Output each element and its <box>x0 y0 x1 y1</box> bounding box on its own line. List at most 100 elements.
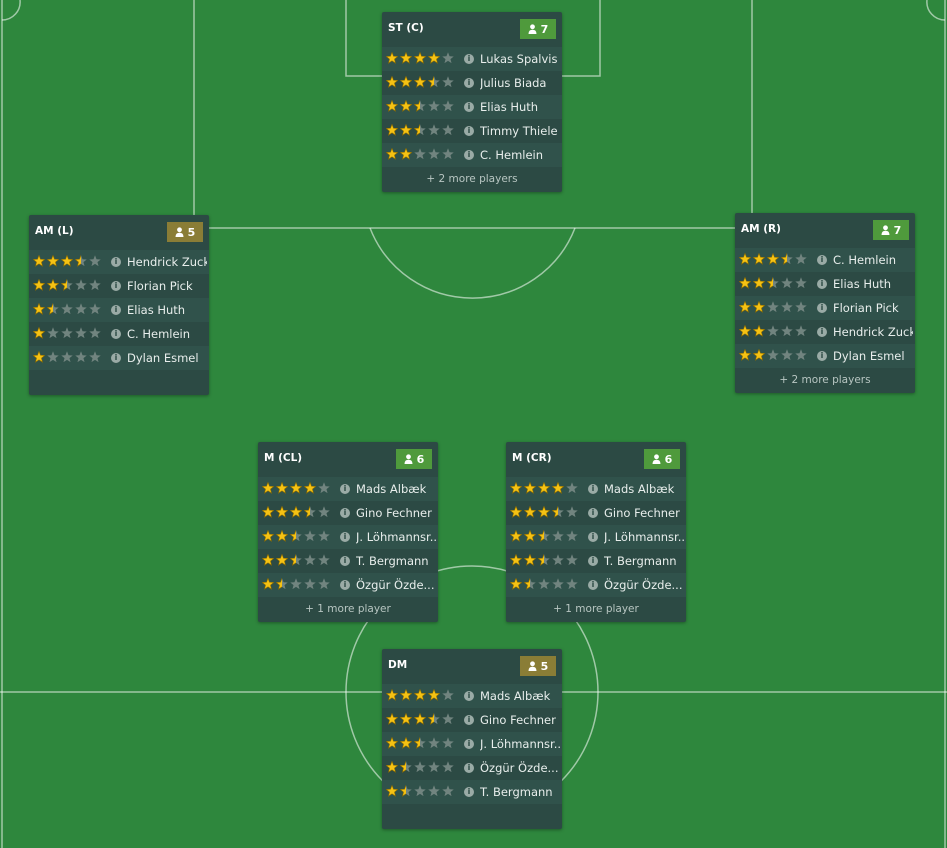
player-row[interactable]: i Hendrick Zuck <box>735 320 915 344</box>
player-name: Gino Fechner <box>604 506 680 520</box>
player-row[interactable]: i J. Löhmannsr... <box>382 732 562 756</box>
star-rating <box>386 785 454 797</box>
star-filled <box>386 52 398 64</box>
star <box>781 349 793 361</box>
position-panel[interactable]: M (CL) 6 i Mads Albæk i Gino Fechner i J. Löhma… <box>258 442 438 622</box>
star-rating <box>33 279 101 291</box>
star <box>428 52 440 64</box>
star <box>538 530 550 542</box>
player-row[interactable]: i Mads Albæk <box>506 477 686 501</box>
player-row[interactable]: i C. Hemlein <box>735 248 915 272</box>
info-icon: i <box>340 580 350 590</box>
star-rating <box>510 482 578 494</box>
player-row[interactable]: i Hendrick Zuck <box>29 250 209 274</box>
star <box>566 506 578 518</box>
star <box>414 52 426 64</box>
info-icon: i <box>111 281 121 291</box>
star-rating <box>386 713 454 725</box>
player-row[interactable]: i T. Bergmann <box>506 549 686 573</box>
player-row[interactable]: i Timmy Thiele <box>382 119 562 143</box>
position-panel[interactable]: ST (C) 7 i Lukas Spalvis i Julius Biada i Elias… <box>382 12 562 192</box>
player-row[interactable]: i J. Löhmannsr... <box>506 525 686 549</box>
player-row[interactable]: i Dylan Esmel <box>735 344 915 368</box>
star-empty <box>442 100 454 112</box>
player-row[interactable]: i Özgür Özde... <box>382 756 562 780</box>
star <box>386 713 398 725</box>
star-filled <box>524 578 530 590</box>
star-rating <box>739 253 807 265</box>
star-filled <box>524 530 536 542</box>
info-icon: i <box>464 715 474 725</box>
star-filled <box>414 76 426 88</box>
star <box>442 76 454 88</box>
star <box>386 785 398 797</box>
player-row[interactable]: i Mads Albæk <box>258 477 438 501</box>
star <box>538 554 550 566</box>
more-players: + 2 more players <box>779 374 871 386</box>
star <box>428 689 440 701</box>
position-panel[interactable]: AM (L) 5 i Hendrick Zuck i Florian Pick i Elias… <box>29 215 209 395</box>
star <box>75 351 87 363</box>
info-icon: i <box>817 303 827 313</box>
player-row[interactable]: i Özgür Özde... <box>258 573 438 597</box>
info-icon: i <box>464 126 474 136</box>
player-row[interactable]: i Gino Fechner <box>506 501 686 525</box>
player-name: C. Hemlein <box>127 327 191 341</box>
player-row[interactable]: i Gino Fechner <box>382 708 562 732</box>
star-empty <box>552 578 564 590</box>
player-row[interactable]: i Gino Fechner <box>258 501 438 525</box>
player-row[interactable]: i J. Löhmannsr... <box>258 525 438 549</box>
star <box>538 482 550 494</box>
star-empty <box>318 530 330 542</box>
player-row[interactable]: i C. Hemlein <box>29 322 209 346</box>
player-row[interactable]: i T. Bergmann <box>258 549 438 573</box>
position-panel[interactable]: DM 5 i Mads Albæk i Gino Fechner i J. Löhmannsr… <box>382 649 562 829</box>
star <box>290 554 302 566</box>
star-empty <box>566 506 578 518</box>
player-row[interactable]: i Elias Huth <box>29 298 209 322</box>
star-rating <box>33 327 101 339</box>
star <box>566 482 578 494</box>
person-icon <box>175 227 184 237</box>
player-row[interactable]: i Mads Albæk <box>382 684 562 708</box>
star <box>795 349 807 361</box>
player-count: 6 <box>664 452 673 466</box>
info-icon: i <box>111 329 121 339</box>
position-panel[interactable]: M (CR) 6 i Mads Albæk i Gino Fechner i J. Löhma… <box>506 442 686 622</box>
star-filled <box>386 100 398 112</box>
star <box>753 349 765 361</box>
star-filled <box>290 506 302 518</box>
star-filled <box>400 713 412 725</box>
star-filled <box>386 148 398 160</box>
player-row[interactable]: i Dylan Esmel <box>29 346 209 370</box>
star-filled <box>47 279 59 291</box>
star-filled <box>767 253 779 265</box>
star-filled <box>767 277 773 289</box>
star <box>414 713 426 725</box>
position-panel[interactable]: AM (R) 7 i C. Hemlein i Elias Huth i Florian Pi… <box>735 213 915 393</box>
player-count: 7 <box>893 223 902 237</box>
star <box>47 279 59 291</box>
star <box>61 279 73 291</box>
star <box>538 506 550 518</box>
star-filled <box>276 482 288 494</box>
star-empty <box>795 301 807 313</box>
player-row[interactable]: i Elias Huth <box>735 272 915 296</box>
player-row[interactable]: i Julius Biada <box>382 71 562 95</box>
player-row[interactable]: i Florian Pick <box>735 296 915 320</box>
star-empty <box>304 530 316 542</box>
star <box>75 303 87 315</box>
player-row[interactable]: i Özgür Özde... <box>506 573 686 597</box>
player-row[interactable]: i Elias Huth <box>382 95 562 119</box>
star-rating <box>386 100 454 112</box>
star <box>552 506 564 518</box>
star <box>400 148 412 160</box>
player-row[interactable]: i C. Hemlein <box>382 143 562 167</box>
info-icon: i <box>464 739 474 749</box>
star-empty <box>304 554 316 566</box>
player-row[interactable]: i T. Bergmann <box>382 780 562 804</box>
player-row[interactable]: i Lukas Spalvis <box>382 47 562 71</box>
player-row[interactable]: i Florian Pick <box>29 274 209 298</box>
star <box>400 689 412 701</box>
star-filled <box>400 76 412 88</box>
